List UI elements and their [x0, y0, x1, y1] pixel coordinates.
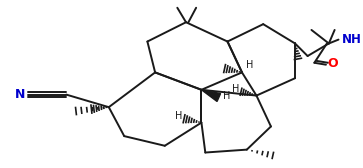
Text: H: H — [223, 91, 230, 101]
Text: O: O — [328, 57, 339, 70]
Polygon shape — [201, 90, 221, 101]
Text: H: H — [175, 111, 182, 121]
Text: NH: NH — [341, 33, 361, 46]
Text: H: H — [246, 60, 253, 71]
Text: H: H — [232, 84, 239, 94]
Text: N: N — [15, 88, 25, 101]
